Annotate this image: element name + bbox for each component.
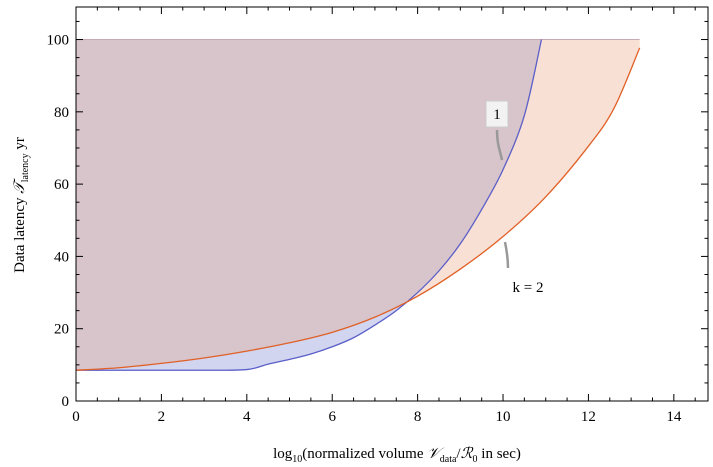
series-k2-annotation-leader [503, 241, 510, 269]
y-axis-title: Data latency 𝒯latency yr [12, 137, 31, 273]
overlap-region [76, 39, 542, 371]
curves [75, 39, 641, 371]
x-tick-label: 12 [581, 409, 596, 425]
series-1-annotation-leader [495, 129, 504, 161]
series-2-curve [75, 47, 641, 371]
x-tick-label: 4 [243, 409, 251, 425]
y-tick-label: 0 [62, 394, 70, 410]
x-tick-label: 6 [328, 409, 336, 425]
series-1-annotation-box [485, 100, 509, 128]
y-tick-label: 60 [54, 177, 69, 193]
y-tick-label: 40 [54, 249, 69, 265]
y-tick-label: 100 [47, 33, 70, 49]
series-1-curve [75, 39, 543, 371]
axis-ticks [75, 7, 708, 402]
tick-labels: 0 2 4 6 8 10 12 14 0 20 40 60 80 100 [47, 33, 682, 425]
x-tick-label: 0 [72, 409, 80, 425]
plot-frame [75, 6, 709, 402]
region-fills [76, 39, 640, 371]
x-tick-label: 2 [158, 409, 166, 425]
x-tick-label: 8 [414, 409, 422, 425]
y-tick-label: 20 [54, 322, 69, 338]
x-tick-label: 14 [666, 409, 682, 425]
y-tick-label: 80 [54, 105, 69, 121]
series-1-annotation: 1 [493, 107, 501, 123]
series-k2-annotation: k = 2 [513, 280, 544, 296]
x-axis-title: log10(normalized volume 𝒱data/ℛ0 in sec) [273, 446, 521, 465]
x-tick-label: 10 [496, 409, 511, 425]
